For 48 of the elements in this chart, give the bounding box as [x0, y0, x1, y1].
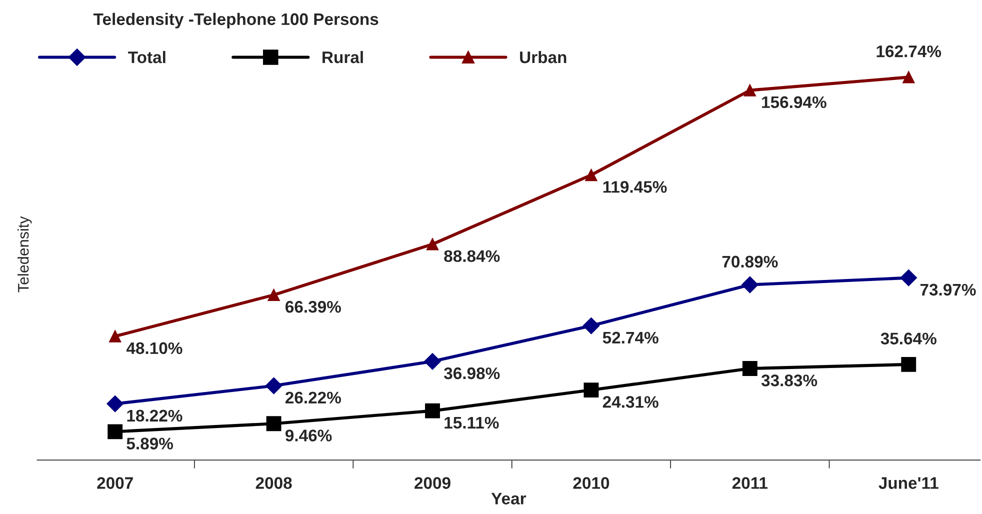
legend-label: Total [128, 50, 166, 64]
point [425, 403, 440, 418]
data-label: 70.89% [722, 256, 778, 268]
point [109, 330, 122, 342]
data-label: 33.83% [761, 374, 818, 386]
data-label: 73.97% [920, 284, 976, 296]
data-label: 15.11% [444, 416, 499, 429]
point [424, 353, 441, 370]
data-label: 66.39% [286, 300, 341, 313]
data-label: 18.22% [127, 410, 182, 422]
point [266, 416, 282, 432]
y-axis-title: Teledensity [18, 216, 32, 292]
x-tick-label: 2009 [414, 477, 450, 489]
point [426, 238, 439, 250]
x-axis-title: Year [491, 492, 526, 504]
x-tick-label: 2010 [573, 477, 610, 489]
x-tick-label: 2007 [97, 477, 133, 489]
point [268, 288, 280, 302]
chart-title: Teledensity -Telephone 100 Persons [93, 12, 378, 28]
data-label: 156.94% [762, 96, 826, 108]
point [585, 168, 598, 182]
data-label: 162.74% [876, 45, 942, 58]
data-label: 5.89% [126, 438, 174, 450]
data-label: 24.31% [602, 396, 658, 408]
data-label: 26.22% [285, 392, 341, 404]
point [106, 395, 124, 412]
legend-label: Urban [520, 50, 566, 64]
data-label: 52.74% [602, 332, 658, 344]
point [265, 377, 282, 394]
data-label: 119.45% [603, 181, 667, 193]
data-label: 36.98% [444, 367, 500, 380]
legend-label: Rural [322, 50, 363, 64]
data-label: 88.84% [444, 250, 500, 262]
data-label: 48.10% [126, 342, 182, 354]
point [900, 269, 917, 286]
point [742, 276, 758, 294]
x-tick-label: June'11 [878, 477, 938, 489]
x-tick-label: 2011 [732, 477, 768, 489]
point [584, 382, 599, 398]
x-tick-label: 2008 [256, 477, 292, 489]
data-label: 9.46% [285, 430, 332, 442]
point [901, 356, 916, 372]
data-label: 35.64% [880, 332, 936, 344]
point [902, 71, 915, 84]
point [108, 424, 123, 440]
point [582, 317, 600, 334]
point [744, 84, 756, 96]
point [742, 361, 758, 376]
